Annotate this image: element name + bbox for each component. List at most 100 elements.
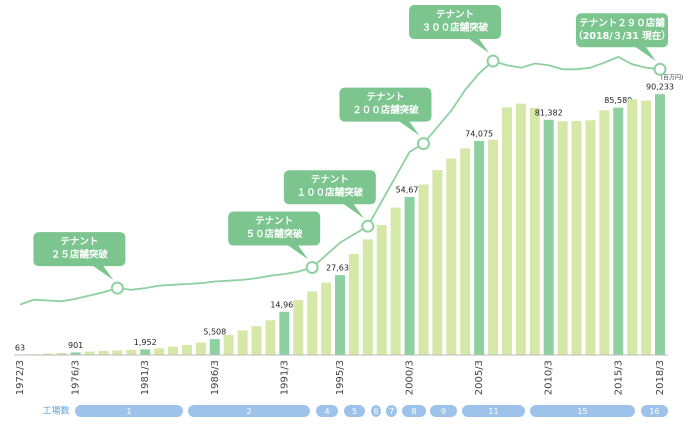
tenant-point (305, 260, 319, 274)
bar (404, 196, 415, 355)
tenant-line (19, 55, 661, 306)
bar (446, 158, 457, 355)
bar (321, 282, 332, 355)
factory-count: 9 (441, 407, 446, 416)
tenant-point (416, 137, 430, 151)
bar (501, 107, 512, 356)
x-tick-label: 1991/3 (279, 360, 290, 395)
bar (335, 275, 345, 355)
factory-pill (316, 405, 338, 417)
factory-pill (188, 405, 310, 417)
factory-count: 16 (649, 407, 659, 416)
callout-bubble (339, 87, 432, 136)
factory-pill (75, 405, 183, 417)
factory-count: 5 (352, 407, 357, 416)
callout-text: テナント (255, 216, 293, 227)
bar (474, 140, 485, 355)
bar (181, 344, 192, 355)
bar (488, 139, 499, 355)
bar-label: 81,382 (535, 108, 563, 117)
bar-label: 5,508 (203, 328, 226, 337)
bar (418, 184, 429, 355)
x-tick-label: 2015/3 (613, 360, 624, 395)
bar (126, 349, 137, 355)
callout-text: テナント (311, 175, 349, 186)
bar (348, 253, 359, 355)
callout-text: ３００店舗突破 (422, 22, 489, 34)
bar (307, 291, 318, 355)
bar-label: 27,639 (326, 264, 354, 273)
bar-label: 85,580 (604, 96, 632, 105)
bar (376, 224, 387, 355)
bar (195, 342, 206, 355)
bar (599, 110, 610, 355)
bar-label: 74,075 (465, 129, 493, 138)
callout-bubble (283, 170, 376, 219)
bar (543, 119, 554, 355)
factory-count: 7 (389, 407, 394, 416)
tenant-point (653, 62, 667, 76)
bar-label: 90,233 (646, 83, 674, 92)
bar (209, 339, 220, 355)
factory-count: 2 (246, 407, 251, 416)
bar-label: 54,677 (396, 185, 424, 194)
tenant-point (486, 54, 500, 68)
factory-pill (641, 405, 668, 417)
unit-label: (百万円) (661, 75, 684, 82)
bar (432, 170, 443, 355)
callout-bubble (33, 232, 126, 281)
callout-text: １００店舗突破 (297, 187, 364, 199)
x-tick-label: 1986/3 (210, 360, 221, 395)
factory-pill (402, 405, 426, 417)
factory-count: 8 (411, 407, 416, 416)
bar (84, 351, 95, 355)
bar (265, 320, 276, 355)
factory-pill (344, 405, 365, 417)
bar (56, 352, 67, 355)
x-tick-label: 1981/3 (140, 360, 151, 395)
x-tick-label: 1976/3 (71, 360, 82, 395)
bar (154, 348, 165, 355)
bar (223, 335, 234, 355)
callout-bubble (228, 211, 321, 260)
bar (42, 353, 53, 355)
factory-count: 1 (126, 407, 131, 416)
factory-pill (530, 405, 635, 417)
bar (140, 349, 151, 355)
bar-label: 1,952 (134, 338, 157, 347)
bar-label: 63 (15, 343, 25, 352)
callout-text: ２５店舗突破 (51, 249, 109, 261)
bar (460, 148, 471, 355)
bar (168, 346, 179, 355)
factory-pill (371, 405, 381, 417)
x-tick-label: 2018/3 (655, 360, 666, 395)
x-tick-label: 2010/3 (544, 360, 555, 395)
factory-pill (462, 405, 525, 417)
tenant-point (110, 281, 124, 295)
bar (251, 326, 262, 355)
callout-text: テナント２９０店舗 (579, 17, 665, 29)
callout-text: テナント (366, 92, 404, 103)
bar (362, 239, 373, 355)
bar (641, 100, 652, 356)
factory-count: 15 (577, 407, 587, 416)
x-tick-label: 1995/3 (335, 360, 346, 395)
bar (571, 120, 582, 355)
x-tick-label: 2000/3 (405, 360, 416, 395)
factory-pill (386, 405, 397, 417)
factory-pill (430, 405, 457, 417)
bar (655, 94, 665, 356)
bar (70, 352, 81, 355)
x-tick-label: 1972/3 (15, 360, 26, 395)
bar (98, 350, 109, 355)
tenant-point (361, 219, 375, 233)
factory-count: 6 (373, 407, 378, 416)
callout-text: （2018/３/31 現在） (573, 30, 670, 42)
bar (585, 120, 596, 355)
factory-count: 11 (488, 407, 498, 416)
callout-text: テナント (60, 237, 98, 248)
bar (557, 121, 568, 355)
factory-count: 4 (324, 407, 329, 416)
bar-label: 901 (68, 341, 83, 350)
